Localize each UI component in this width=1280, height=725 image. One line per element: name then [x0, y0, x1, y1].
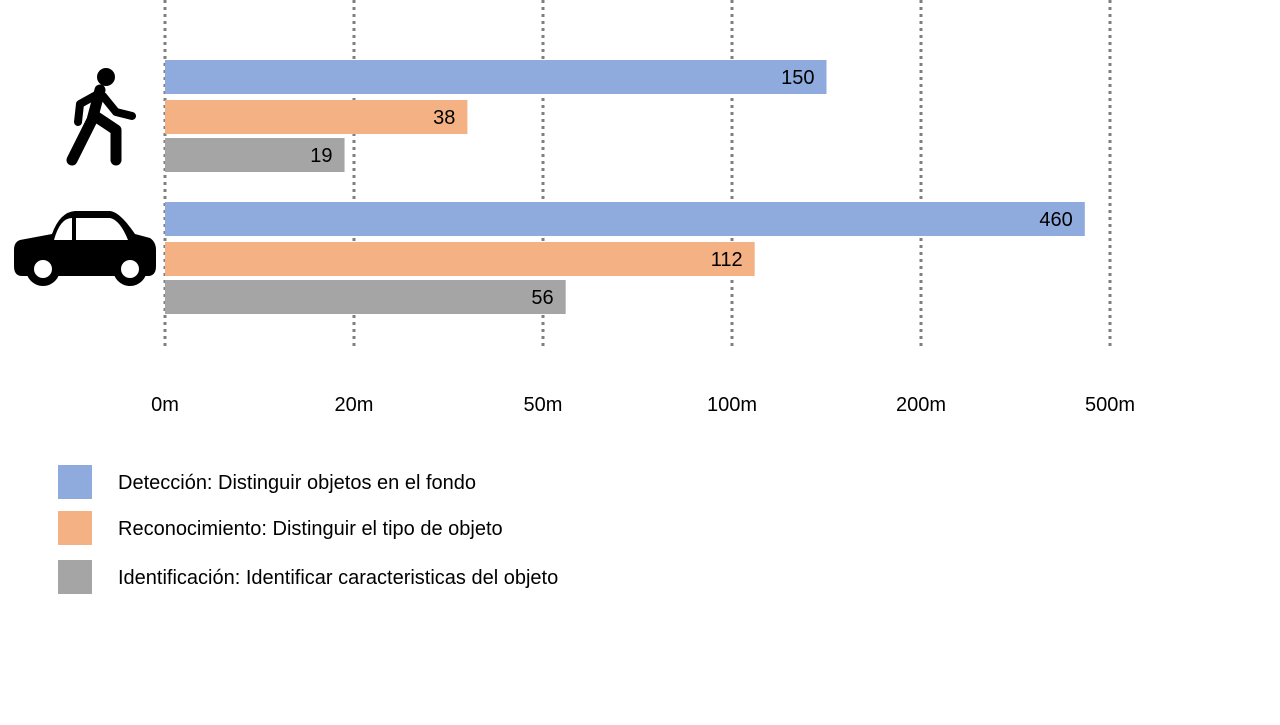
bar — [165, 280, 566, 314]
tick-label: 500m — [1085, 394, 1135, 416]
bar-label: 19 — [310, 145, 332, 167]
legend: Detección: Distinguir objetos en el fond… — [58, 465, 558, 594]
tick-label: 100m — [707, 394, 757, 416]
legend-label: Reconocimiento: Distinguir el tipo de ob… — [118, 518, 503, 540]
bar-label: 112 — [711, 249, 743, 271]
legend-label: Detección: Distinguir objetos en el fond… — [118, 472, 476, 494]
axis-ticks: 0m 20m 50m 100m 200m 500m — [151, 394, 1135, 416]
legend-label: Identificación: Identificar caracteristi… — [118, 567, 558, 589]
category-icons — [14, 68, 156, 286]
tick-label: 200m — [896, 394, 946, 416]
bar — [165, 138, 345, 172]
tick-label: 0m — [151, 394, 179, 416]
bar — [165, 242, 755, 276]
legend-swatch — [58, 465, 92, 499]
bar-label: 56 — [531, 287, 553, 309]
bar-label: 460 — [1039, 209, 1072, 231]
bar — [165, 202, 1085, 236]
bar — [165, 100, 468, 134]
bar — [165, 60, 827, 94]
bars — [165, 60, 1085, 314]
pedestrian-icon — [66, 68, 136, 166]
legend-swatch — [58, 511, 92, 545]
bar-label: 150 — [781, 67, 814, 89]
legend-swatch — [58, 560, 92, 594]
tick-label: 20m — [335, 394, 374, 416]
tick-label: 50m — [524, 394, 563, 416]
bar-label: 38 — [433, 107, 455, 129]
car-icon — [14, 211, 156, 286]
bar-labels: 150 460 38 112 19 56 — [310, 67, 1073, 309]
